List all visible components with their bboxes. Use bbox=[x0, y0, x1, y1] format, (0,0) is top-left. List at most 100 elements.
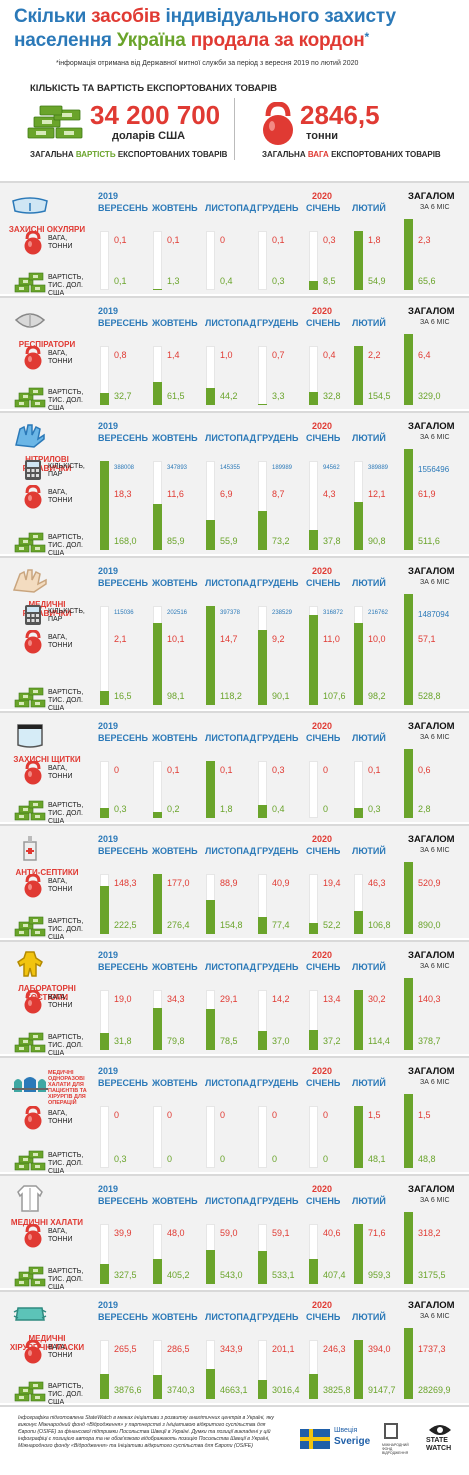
weight-value: 177,0 bbox=[167, 878, 190, 888]
calculator-icon bbox=[24, 604, 42, 631]
section-medical-gloves: МЕДИЧНІ РУКАВИЧКИ 2019 2020 ВЕРЕСЕНЬ ЖОВТЕНЬ… bbox=[0, 556, 469, 712]
row-label-weight: ВАГА, ТОННИ bbox=[48, 878, 73, 894]
month-label: ЛЮТИЙ bbox=[352, 433, 386, 443]
row-label-line: ТИС. ДОЛ. bbox=[48, 1391, 83, 1398]
month-label: ВЕРЕСЕНЬ bbox=[98, 1078, 148, 1088]
total-label: ЗАГАЛОМ bbox=[408, 721, 455, 732]
year-2019-label: 2019 bbox=[98, 721, 119, 731]
row-label-line: ВАРТІСТЬ, bbox=[48, 689, 84, 696]
value-bar bbox=[100, 1264, 109, 1284]
section-name: АНТИ-СЕПТИКИ bbox=[15, 868, 79, 877]
row-label-line: ТИС. ДОЛ. bbox=[48, 697, 83, 704]
year-2020-label: 2020 bbox=[312, 950, 333, 960]
bar-track bbox=[206, 1106, 215, 1168]
row-label-line: ТИС. ДОЛ. bbox=[48, 542, 83, 549]
kettlebell-icon bbox=[20, 230, 46, 260]
month-label: ГРУДЕНЬ bbox=[257, 846, 299, 856]
title-word: засобів bbox=[91, 6, 161, 27]
total-period-label: ЗА 6 МІС bbox=[420, 1079, 450, 1086]
row-label-line: ТОННИ bbox=[48, 1118, 73, 1125]
value-value: 3740,3 bbox=[167, 1385, 195, 1395]
row-label-line: ВАГА, bbox=[48, 878, 68, 885]
total-label: ЗАГАЛОМ bbox=[408, 191, 455, 202]
row-label-line: ТИС. ДОЛ. bbox=[48, 1160, 83, 1167]
total-value-caption: ЗАГАЛЬНА ВАРТІСТЬ ЕКСПОРТОВАНИХ ТОВАРІВ bbox=[30, 150, 227, 159]
caption-word: ВАРТІСТЬ bbox=[75, 150, 116, 159]
month-label: ВЕРЕСЕНЬ bbox=[98, 846, 148, 856]
row-label-line: США bbox=[48, 934, 65, 941]
count-value: 94562 bbox=[323, 465, 340, 471]
header: Скільки засобів індивідуального захисту … bbox=[0, 0, 469, 178]
total-value-bar bbox=[404, 1094, 413, 1168]
count-value: 145355 bbox=[220, 465, 241, 471]
weight-value: 0 bbox=[323, 765, 329, 775]
weight-value: 34,3 bbox=[167, 994, 185, 1004]
value-value: 0,4 bbox=[220, 276, 233, 286]
total-value-bar bbox=[404, 978, 413, 1050]
row-label-weight: ВАГА, ТОННИ bbox=[48, 634, 73, 650]
value-value: 55,9 bbox=[220, 536, 238, 546]
value-total: 511,6 bbox=[418, 536, 440, 546]
row-label-weight: ВАГА, ТОННИ bbox=[48, 765, 73, 781]
weight-value: 71,6 bbox=[368, 1228, 386, 1238]
title-word: населення bbox=[14, 30, 112, 51]
logo-sweden-2: Sverige bbox=[334, 1436, 371, 1447]
value-value: 0,1 bbox=[114, 276, 127, 286]
month-label: ВЕРЕСЕНЬ bbox=[98, 318, 148, 328]
value-bar bbox=[354, 623, 363, 705]
row-label-line: КІЛЬКІСТЬ, bbox=[48, 608, 85, 615]
month-label: ГРУДЕНЬ bbox=[257, 1312, 299, 1322]
medical-gown-icon bbox=[10, 1184, 50, 1217]
value-value: 0 bbox=[220, 1154, 226, 1164]
month-label: СІЧЕНЬ bbox=[306, 433, 341, 443]
row-label-line: ВАГА, bbox=[48, 765, 68, 772]
count-total: 1487094 bbox=[418, 610, 450, 619]
weight-value: 0,1 bbox=[114, 235, 127, 245]
count-value: 389889 bbox=[368, 465, 389, 471]
value-value: 9147,7 bbox=[368, 1385, 396, 1395]
month-label: ЖОВТЕНЬ bbox=[152, 203, 198, 213]
row-label-line: ВАГА, bbox=[48, 1344, 68, 1351]
weight-value: 2,2 bbox=[368, 350, 381, 360]
row-label-line: ВАГА, bbox=[48, 350, 68, 357]
section-hazmat-suit: ЛАБОРАТОРНІ КОСТЮМИ 2019 2020 ВЕРЕСЕНЬ ЖОВТЕ… bbox=[0, 940, 469, 1057]
value-bar bbox=[354, 1340, 363, 1399]
money-stack-icon bbox=[14, 270, 46, 299]
weight-total: 1737,3 bbox=[418, 1344, 446, 1354]
section-name: ЛАБОРАТОРНІ КОСТЮМИ bbox=[18, 984, 76, 1002]
row-label-line: ВАРТІСТЬ, bbox=[48, 918, 84, 925]
month-label: ВЕРЕСЕНЬ bbox=[98, 578, 148, 588]
total-period-label: ЗА 6 МІС bbox=[420, 204, 450, 211]
year-2019-label: 2019 bbox=[98, 1300, 119, 1310]
value-value: 44,2 bbox=[220, 391, 238, 401]
value-value: 31,8 bbox=[114, 1036, 132, 1046]
count-value: 388008 bbox=[114, 465, 135, 471]
bar-track bbox=[309, 1106, 318, 1168]
row-label-line: ВАРТІСТЬ, bbox=[48, 274, 84, 281]
weight-value: 0,1 bbox=[167, 765, 180, 775]
title-line-2: населення Україна продала за кордон* bbox=[14, 30, 369, 52]
value-bar bbox=[354, 502, 363, 550]
value-bar bbox=[206, 1250, 215, 1284]
value-bar bbox=[309, 281, 318, 290]
weight-value: 39,9 bbox=[114, 1228, 132, 1238]
value-bar bbox=[258, 511, 267, 550]
value-value: 85,9 bbox=[167, 536, 185, 546]
value-value: 0,4 bbox=[272, 804, 285, 814]
row-label-line: ТОННИ bbox=[48, 243, 73, 250]
title-line-1: Скільки засобів індивідуального захисту bbox=[14, 6, 396, 28]
weight-value: 59,1 bbox=[272, 1228, 290, 1238]
value-bar bbox=[153, 623, 162, 705]
row-label-line: ТИС. ДОЛ. bbox=[48, 926, 83, 933]
value-total: 48,8 bbox=[418, 1154, 436, 1164]
value-value: 3016,4 bbox=[272, 1385, 300, 1395]
weight-total: 2,3 bbox=[418, 235, 431, 245]
value-value: 1,8 bbox=[220, 804, 233, 814]
row-label-count: КІЛЬКІСТЬ, ПАР bbox=[48, 463, 85, 479]
total-label: ЗАГАЛОМ bbox=[408, 1184, 455, 1195]
value-bar bbox=[258, 917, 267, 934]
value-bar bbox=[258, 805, 267, 818]
month-label: СІЧЕНЬ bbox=[306, 1196, 341, 1206]
count-value: 238529 bbox=[272, 610, 293, 616]
section-medical-gown: МЕДИЧНІ ХАЛАТИ 2019 2020 ВЕРЕСЕНЬ ЖОВТЕНЬ ЛИС… bbox=[0, 1174, 469, 1291]
